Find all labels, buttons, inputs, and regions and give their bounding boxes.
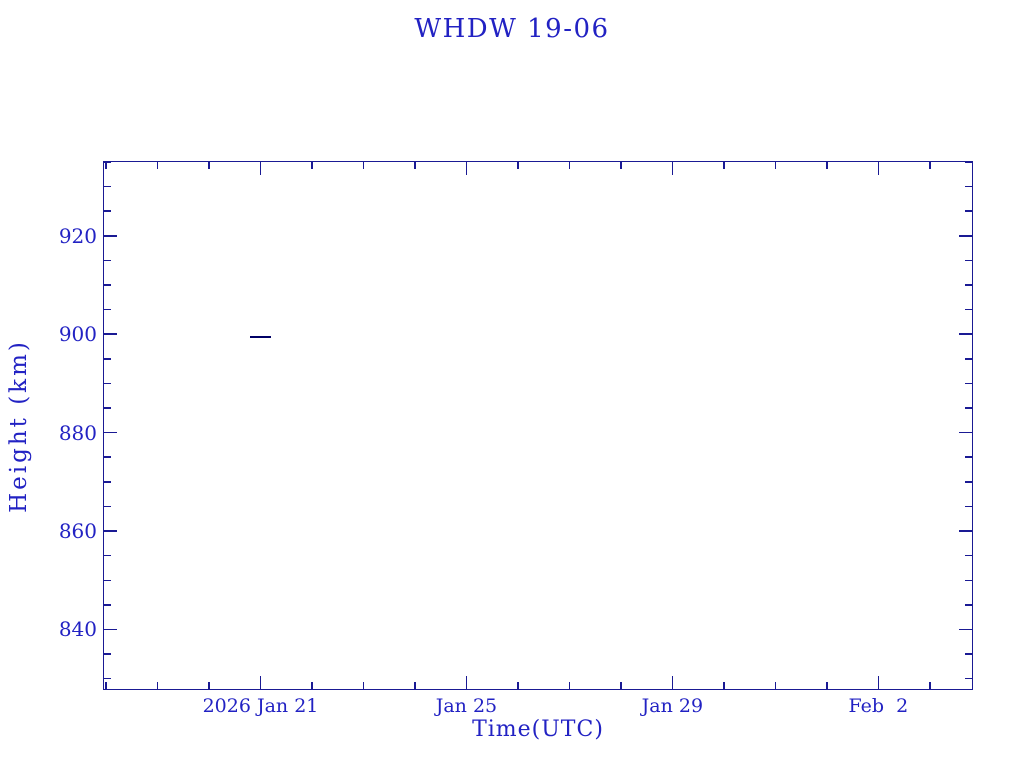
y-tick-mark (965, 481, 972, 483)
x-tick-mark (877, 162, 880, 175)
x-tick-mark (156, 682, 159, 689)
y-tick-label: 860 (58, 519, 97, 544)
plot-area: 2026 Jan 21 Jan 25 Jan 29 Feb 2 840 860 880 900… (59, 161, 973, 717)
y-tick-mark (965, 677, 972, 680)
x-tick-mark (826, 682, 828, 689)
x-tick-mark (723, 682, 725, 689)
y-tick-mark (965, 284, 972, 286)
y-tick-mark (965, 382, 972, 385)
x-tick-mark (362, 682, 365, 689)
x-tick-label: Feb 2 (848, 695, 909, 717)
y-tick-mark (104, 333, 117, 335)
x-tick-mark (568, 682, 571, 689)
y-tick-mark (104, 456, 111, 458)
y-tick-mark (104, 481, 111, 483)
y-tick-mark (104, 505, 111, 508)
x-tick-mark (774, 682, 777, 689)
y-tick-mark (104, 185, 111, 188)
y-tick-mark (965, 554, 972, 557)
x-tick-mark (105, 682, 107, 689)
y-tick-mark (959, 628, 972, 631)
y-tick-mark (104, 407, 111, 409)
y-tick-mark (965, 505, 972, 508)
x-tick-mark (208, 682, 210, 689)
y-tick-mark (965, 358, 972, 360)
y-tick-mark (104, 653, 111, 655)
x-tick-mark (929, 682, 931, 689)
x-tick-mark (671, 162, 674, 175)
x-tick-label: Jan 25 (435, 695, 498, 717)
x-tick-label: 2026 Jan 21 (202, 695, 319, 717)
y-tick-label: 920 (58, 223, 97, 248)
y-tick-mark (104, 628, 117, 631)
x-tick-mark (774, 162, 777, 169)
y-tick-mark (959, 431, 972, 434)
y-tick-mark (965, 653, 972, 655)
x-tick-mark (311, 682, 313, 689)
y-tick-label: 840 (58, 617, 97, 642)
x-tick-mark (414, 162, 416, 169)
y-tick-mark (965, 579, 972, 581)
x-tick-mark (259, 162, 262, 175)
y-tick-mark (965, 456, 972, 458)
y-tick-mark (965, 161, 972, 163)
y-tick-mark (104, 358, 111, 360)
y-tick-mark (965, 259, 972, 262)
x-tick-mark (826, 162, 828, 169)
y-tick-label: 900 (58, 322, 97, 347)
x-tick-mark (929, 162, 931, 169)
chart-title: WHDW 19-06 (414, 14, 610, 44)
y-tick-mark (104, 259, 111, 262)
x-tick-mark (465, 162, 468, 175)
x-tick-mark (517, 162, 519, 169)
x-tick-mark (259, 676, 262, 689)
x-tick-mark (671, 676, 674, 689)
x-tick-mark (362, 162, 365, 169)
y-tick-mark (104, 677, 111, 680)
x-tick-mark (620, 162, 622, 169)
y-tick-mark (965, 604, 972, 606)
y-tick-mark (104, 604, 111, 606)
x-tick-mark (105, 162, 107, 169)
y-axis-title: Height (km) (6, 339, 32, 513)
data-series-segment (249, 336, 271, 339)
x-axis-title: Time(UTC) (472, 717, 604, 742)
y-tick-mark (104, 235, 117, 237)
y-tick-mark (104, 308, 111, 311)
y-tick-mark (104, 284, 111, 286)
x-tick-mark (620, 682, 622, 689)
y-tick-mark (104, 554, 111, 557)
y-tick-mark (104, 579, 111, 581)
x-tick-mark (414, 682, 416, 689)
y-tick-label: 880 (58, 420, 97, 445)
x-tick-mark (311, 162, 313, 169)
y-tick-mark (965, 185, 972, 188)
x-tick-mark (877, 676, 880, 689)
y-tick-mark (104, 431, 117, 434)
x-tick-mark (723, 162, 725, 169)
y-tick-mark (965, 407, 972, 409)
x-tick-mark (517, 682, 519, 689)
x-tick-label: Jan 29 (641, 695, 704, 717)
x-tick-mark (208, 162, 210, 169)
y-tick-mark (104, 530, 117, 532)
x-tick-mark (156, 162, 159, 169)
x-tick-mark (465, 676, 468, 689)
y-tick-mark (959, 530, 972, 532)
y-tick-mark (959, 333, 972, 335)
y-tick-mark (104, 161, 111, 163)
x-tick-mark (568, 162, 571, 169)
y-tick-mark (965, 210, 972, 212)
y-tick-mark (104, 382, 111, 385)
y-tick-mark (959, 235, 972, 237)
y-tick-mark (104, 210, 111, 212)
y-tick-mark (965, 308, 972, 311)
